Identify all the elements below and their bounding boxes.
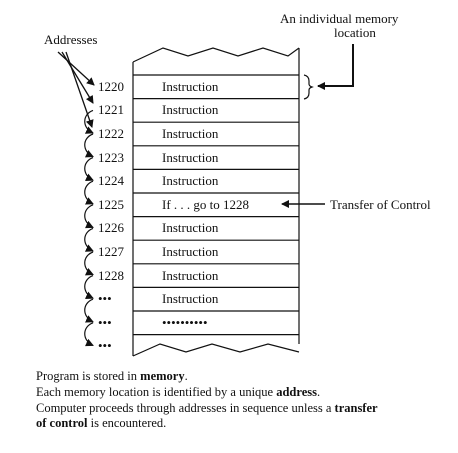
top-torn-edge: [132, 47, 300, 63]
memory-cell: Instruction: [162, 244, 219, 259]
addresses-label: Addresses: [44, 32, 98, 47]
address-label: •••: [98, 338, 112, 354]
individual-memory-label-line1: An individual memory: [280, 11, 399, 26]
address-label: 1228: [98, 267, 124, 283]
sequence-arrow: [84, 157, 94, 181]
address-label: •••: [98, 291, 112, 307]
sequence-arrow: [84, 227, 94, 252]
address-label: •••: [98, 314, 112, 330]
address-label: 1223: [98, 149, 124, 165]
address-label: 1227: [98, 244, 124, 259]
memory-block: [132, 47, 300, 357]
location-brace: [303, 74, 314, 100]
sequence-arrow: [84, 251, 94, 276]
memory-cell: Instruction: [162, 291, 219, 307]
caption-line-1: Program is stored in memory.: [36, 369, 188, 383]
memory-cell: Instruction: [162, 102, 219, 118]
sequence-arrow: [84, 204, 94, 229]
memory-cell: Instruction: [162, 149, 219, 165]
sequence-curves: [84, 109, 94, 347]
address-fan-arrows: [57, 51, 95, 128]
address-label: 1220: [98, 78, 124, 94]
memory-cell: Instruction: [162, 78, 219, 94]
row-dividers: [133, 74, 299, 336]
memory-cell: Instruction: [162, 126, 219, 141]
memory-cell: ••••••••••: [162, 314, 208, 330]
transfer-of-control-label: Transfer of Control: [330, 197, 431, 212]
address-label: 1224: [98, 173, 124, 189]
sequence-arrow: [84, 180, 94, 205]
caption-line-2: Each memory location is identified by a …: [36, 385, 321, 399]
bottom-torn-edge: [132, 343, 300, 357]
address-label: 1222: [98, 126, 124, 141]
sequence-arrow: [84, 275, 94, 299]
location-arrow: [317, 44, 354, 90]
sequence-arrow: [84, 322, 94, 347]
memory-cell: If . . . go to 1228: [162, 196, 250, 212]
memory-cell: Instruction: [162, 267, 219, 283]
sequence-arrow: [84, 109, 94, 134]
individual-memory-label-line2: location: [334, 25, 376, 40]
memory-cell: Instruction: [162, 220, 219, 236]
address-label: 1221: [98, 102, 124, 118]
caption-line-3: Computer proceeds through addresses in s…: [36, 401, 378, 415]
caption-line-4: of control is encountered.: [36, 416, 167, 430]
memory-cell: Instruction: [162, 173, 219, 189]
address-label: 1225: [98, 196, 124, 212]
sequence-arrow: [84, 133, 94, 158]
address-label: 1226: [98, 220, 124, 236]
sequence-arrow: [84, 298, 94, 323]
